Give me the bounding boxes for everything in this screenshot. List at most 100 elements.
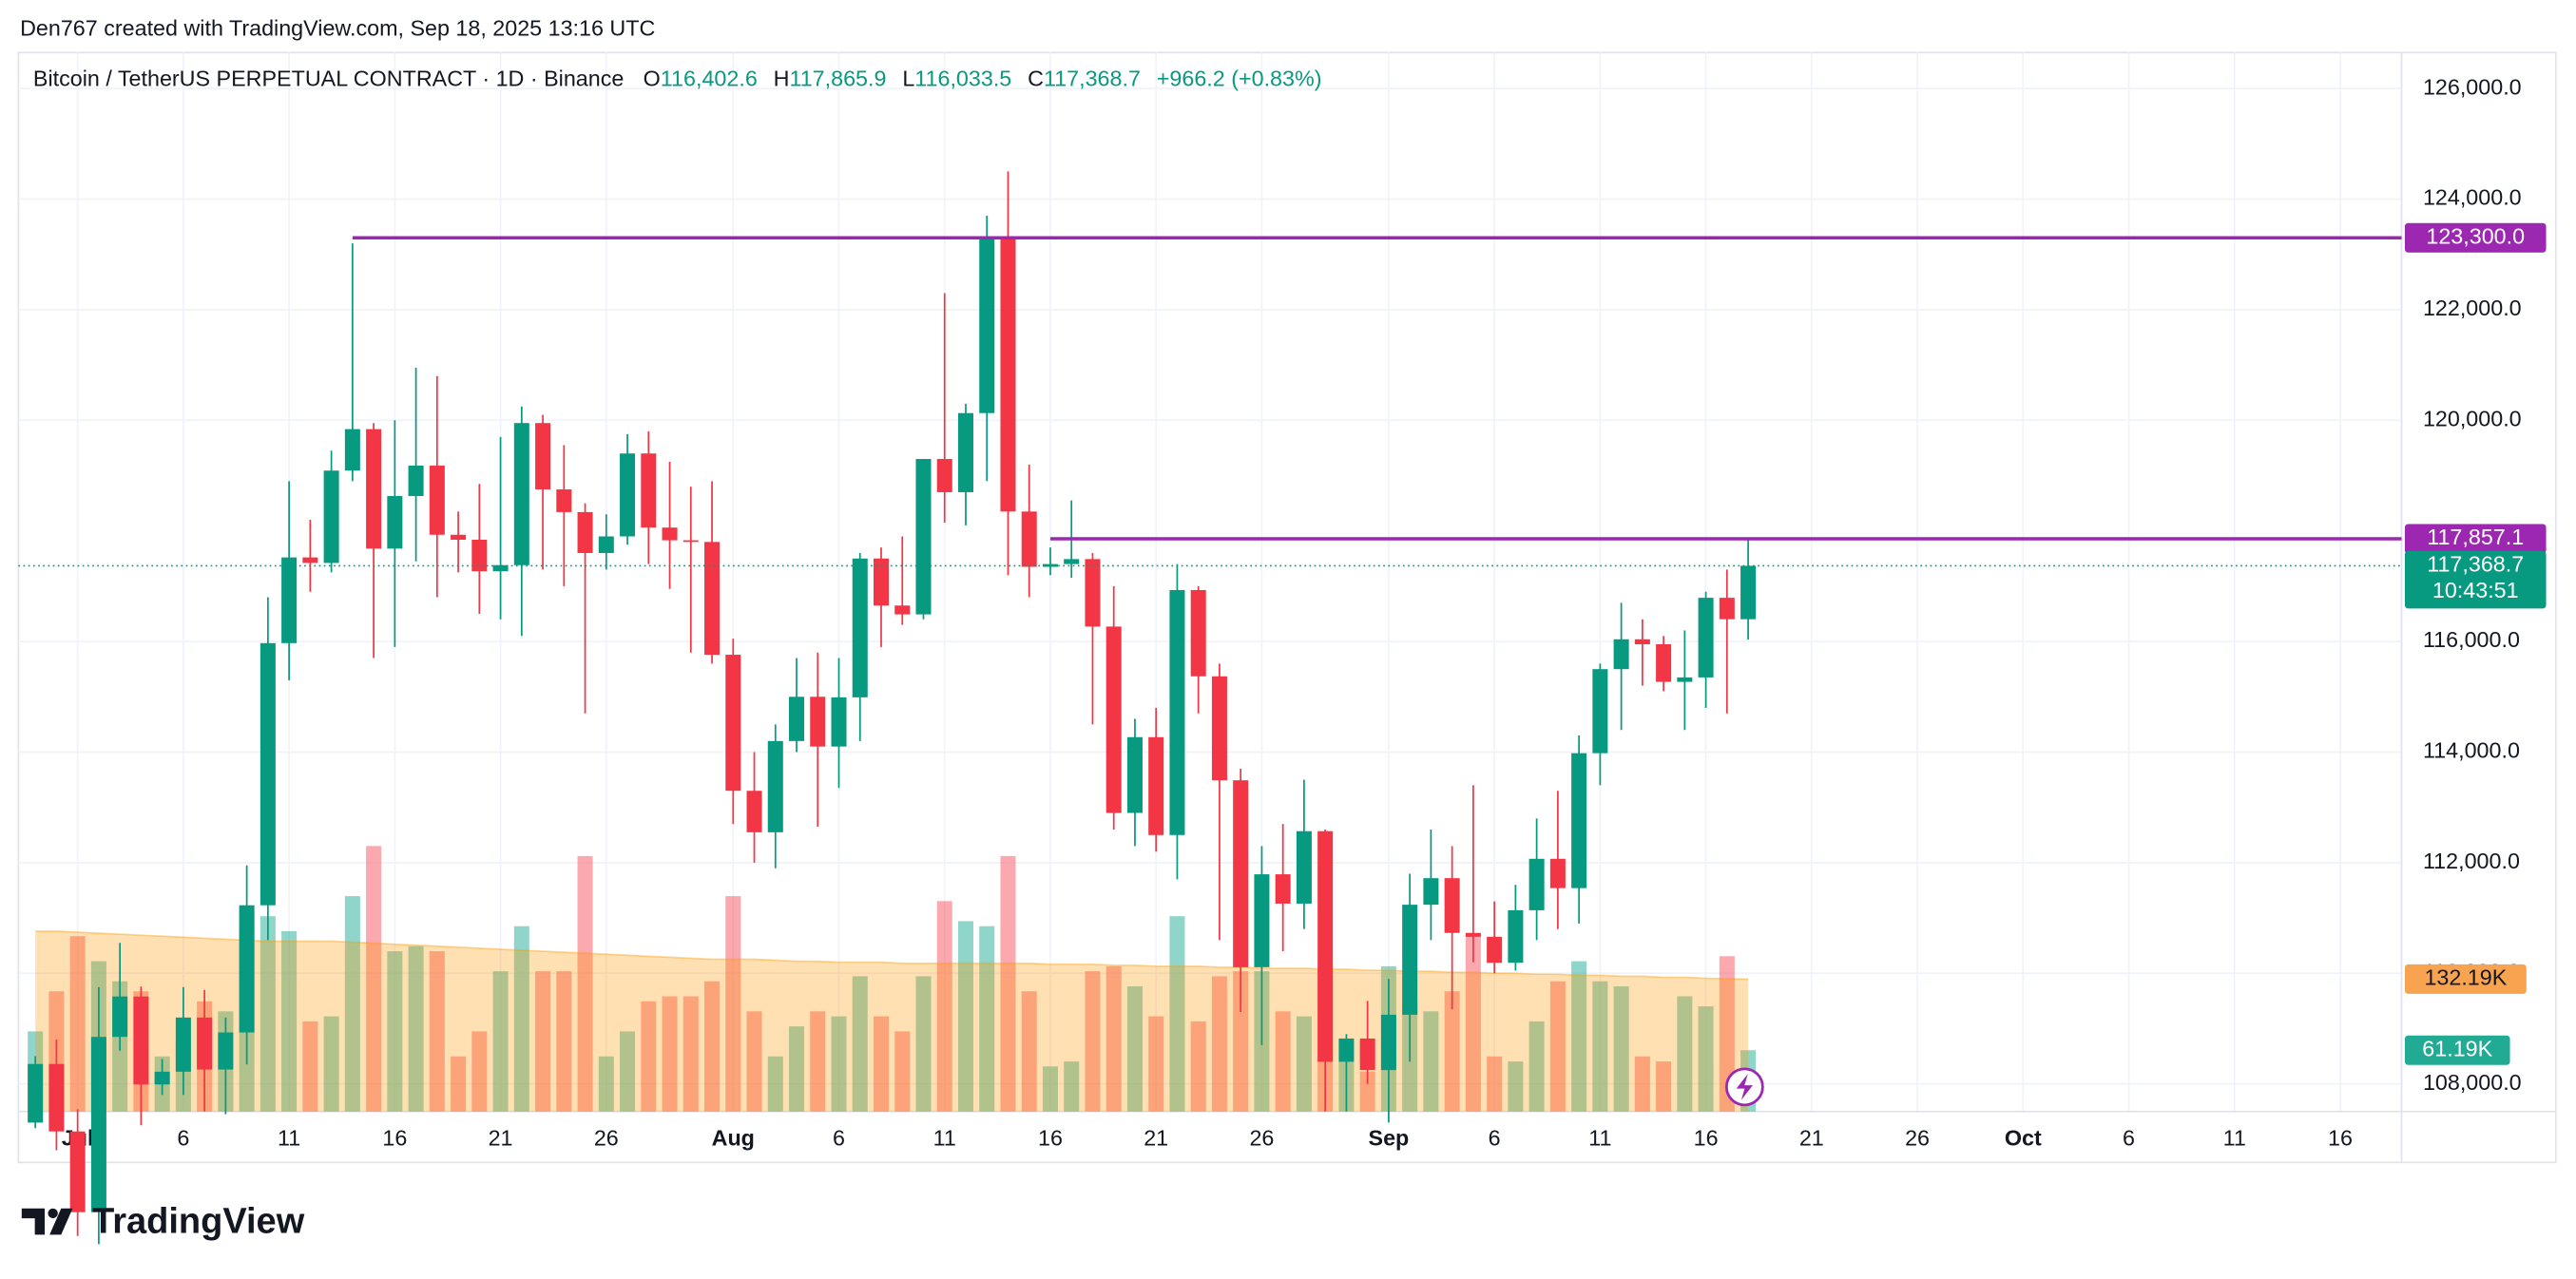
candle-body: [154, 1071, 170, 1085]
volume-bar: [1528, 1021, 1545, 1112]
candle-body: [1592, 669, 1608, 754]
legend-value: 117,368.7: [1044, 67, 1141, 91]
volume-bar: [281, 930, 298, 1112]
x-tick-label: 21: [1799, 1125, 1824, 1150]
x-tick-label: 16: [1694, 1125, 1719, 1150]
volume-bar: [1719, 956, 1735, 1112]
candle-body: [1719, 598, 1735, 620]
candle-body: [1613, 639, 1629, 670]
volume-bar: [1233, 971, 1249, 1112]
volume-bar: [704, 981, 721, 1112]
volume-bar: [1021, 991, 1037, 1112]
candle-body: [1148, 736, 1164, 835]
volume-bar: [831, 1016, 847, 1112]
candle-body: [641, 453, 657, 528]
chart-layer: Jul611162126Aug611162126Sep611162126Oct6…: [18, 52, 2556, 1245]
volume-bar: [1634, 1056, 1650, 1112]
volume-bar: [1085, 971, 1101, 1112]
candle-body: [1508, 909, 1524, 964]
volume-bar: [1359, 1071, 1375, 1112]
volume-ma-label: 132.19K: [2424, 965, 2507, 990]
volume-bar: [1211, 976, 1227, 1112]
volume-bar: [915, 976, 932, 1112]
volume-bar: [260, 916, 276, 1112]
candle-body: [894, 605, 911, 615]
volume-bar: [810, 1011, 826, 1112]
volume-bar: [1444, 991, 1460, 1112]
candle-body: [1190, 589, 1206, 677]
candle-body: [112, 996, 128, 1038]
candle-body: [1549, 858, 1566, 888]
volume-bar: [598, 1056, 614, 1112]
volume-bar: [725, 896, 741, 1112]
volume-bar: [1592, 981, 1608, 1112]
last-price-label: 117,368.7: [2427, 552, 2524, 577]
candle-body: [1571, 753, 1587, 888]
candle-body: [1380, 1014, 1396, 1071]
candle-body: [1528, 858, 1545, 910]
candle-body: [1105, 626, 1122, 813]
caption: Den767 created with TradingView.com, Sep…: [20, 15, 655, 40]
candle-body: [1317, 830, 1334, 1062]
candle-body: [852, 558, 868, 697]
x-tick-label: 11: [2223, 1125, 2246, 1150]
candle-body: [1275, 874, 1291, 904]
volume-label: 61.19K: [2422, 1036, 2492, 1060]
candle-body: [577, 511, 593, 553]
price-label: 117,857.1: [2427, 525, 2524, 549]
candle-body: [831, 697, 847, 747]
candle-body: [556, 489, 572, 512]
volume-bar: [1677, 996, 1693, 1112]
candle-body: [1064, 559, 1080, 564]
volume-bar: [852, 976, 868, 1112]
volume-bar: [1613, 985, 1629, 1112]
candle-body: [28, 1063, 44, 1123]
candle-body: [873, 558, 890, 606]
x-tick-label: 6: [2123, 1125, 2135, 1150]
volume-bar: [577, 855, 593, 1112]
candle-body: [492, 564, 509, 572]
volume-bar: [1508, 1061, 1524, 1112]
y-tick-label: 120,000.0: [2423, 406, 2522, 430]
volume-bar: [1105, 965, 1122, 1112]
volume-bar: [492, 971, 509, 1112]
candle-body: [133, 996, 149, 1085]
candle-body: [1698, 598, 1714, 678]
volume-bar: [387, 951, 403, 1112]
candle-body: [344, 429, 360, 471]
candle-body: [1402, 905, 1418, 1015]
candle-body: [789, 697, 805, 741]
y-tick-label: 114,000.0: [2423, 738, 2520, 763]
candle-body: [810, 697, 826, 747]
price-label-box: [2404, 524, 2547, 554]
volume-bar: [323, 1016, 339, 1112]
y-tick-label: 112,000.0: [2423, 849, 2520, 873]
volume-bar: [979, 926, 995, 1112]
candle-body: [1677, 677, 1693, 682]
candle-body: [682, 540, 699, 543]
candle-body: [69, 1131, 86, 1212]
volume-bar: [302, 1021, 318, 1112]
legend: Bitcoin / TetherUS PERPETUAL CONTRACT · …: [33, 67, 1322, 91]
y-tick-label: 122,000.0: [2423, 296, 2522, 320]
volume-bar: [682, 996, 699, 1112]
candle-body: [90, 1037, 106, 1212]
candle-body: [302, 557, 318, 563]
last-price-box: [2404, 550, 2547, 609]
volume-bar: [662, 996, 678, 1112]
candle-body: [471, 540, 488, 572]
brand-logo: [21, 1208, 73, 1235]
volume-bar: [1549, 981, 1566, 1112]
candle-body: [387, 496, 403, 549]
volume-bar: [1571, 961, 1587, 1112]
candle-body: [725, 655, 741, 792]
volume-bar: [1000, 855, 1016, 1112]
x-tick-label: 21: [1144, 1125, 1168, 1150]
x-tick-label: 11: [933, 1125, 956, 1150]
legend-change: +966.2 (+0.83%): [1157, 67, 1322, 91]
candle-body: [1423, 878, 1439, 906]
volume-bar: [789, 1026, 805, 1112]
volume-bar: [366, 846, 382, 1112]
volume-bar: [746, 1011, 762, 1112]
volume-bar: [1190, 1021, 1206, 1112]
